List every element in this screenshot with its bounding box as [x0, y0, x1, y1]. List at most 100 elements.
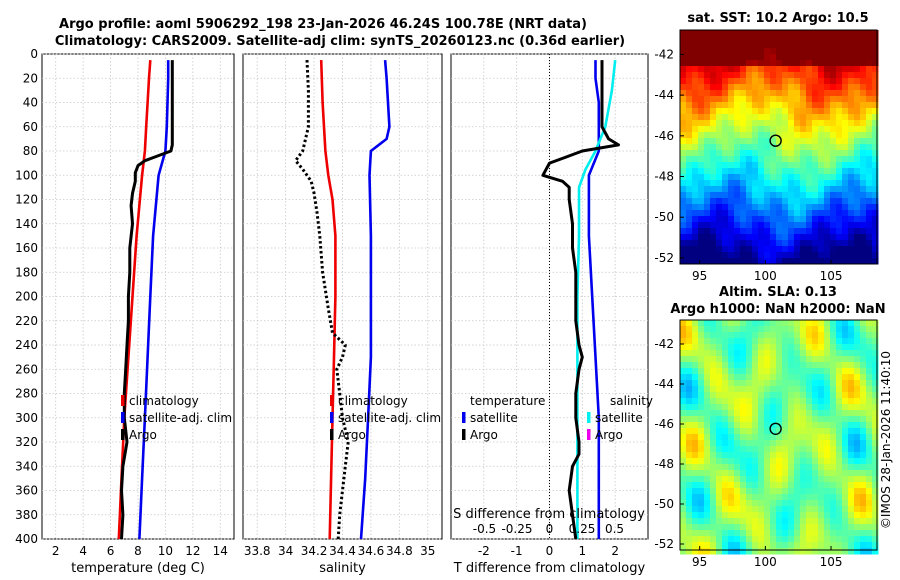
x-tick-label: 4: [79, 544, 87, 558]
series-line-temperature-argo: [541, 60, 620, 540]
legend-argo-label: Argo: [338, 428, 366, 442]
legend-climatology-swatch: [330, 395, 334, 406]
y-tick-label: 400: [15, 532, 38, 546]
temperature-panel: 0 20 40 60 80 100 120 140 160 180 200 220 240 260 280 3…: [15, 47, 235, 576]
legend-satellite-adj-clim-swatch: [330, 412, 334, 423]
y-tick-label: 60: [23, 120, 38, 134]
map-field: [680, 30, 879, 265]
argo-location-marker: [769, 422, 782, 435]
y-tick-label: 40: [23, 96, 38, 110]
legend-climatology-label: climatology: [129, 394, 199, 408]
legend-temperature-title: temperature: [470, 394, 545, 408]
x-tick-label: 34.6: [358, 544, 385, 558]
series-line-temperature-satellite: [587, 60, 601, 539]
secondary-x-tick-label: -0.5: [473, 522, 496, 536]
y-tick-label: 120: [15, 193, 38, 207]
y-tick-label: 80: [23, 144, 38, 158]
legend-temperature-satellite-swatch: [462, 412, 466, 423]
sst-map-title: sat. SST: 10.2 Argo: 10.5: [687, 11, 868, 26]
difference-panel: -2 -1 0 1 2 T difference from climatology temp…: [450, 53, 653, 576]
map-y-tick-label: -44: [654, 88, 674, 102]
x-tick-label: 10: [158, 544, 173, 558]
map-x-tick-label: 95: [692, 555, 707, 569]
legend-satellite-adj-clim-label: satellite-adj. clim: [129, 411, 232, 425]
map-x-tick-label: 105: [820, 555, 843, 569]
y-tick-label: 360: [15, 484, 38, 498]
y-tick-label: 100: [15, 168, 38, 182]
y-tick-label: 300: [15, 411, 38, 425]
salinity-panel: 33.8 34 34.2 34.4 34.6 34.8 35 salinity climatol…: [242, 53, 443, 576]
map-y-tick-label: -52: [654, 251, 674, 265]
map-y-tick-label: -50: [654, 497, 674, 511]
x-tick-label: -1: [511, 544, 523, 558]
x-tick-label: 33.8: [244, 544, 271, 558]
map-y-tick-label: -46: [654, 129, 674, 143]
legend-temperature-satellite-label: satellite: [470, 411, 518, 425]
legend-satellite-adj-clim-swatch: [121, 412, 125, 423]
series-line-satellite-adj-clim: [359, 59, 391, 540]
sla-map-panel: -42 -44 -46 -48 -50 -52 95 100 105 Altim. SLA: 0.…: [654, 285, 885, 569]
y-tick-label: 340: [15, 459, 38, 473]
y-tick-label: 20: [23, 71, 38, 85]
map-y-tick-label: -48: [654, 170, 674, 184]
series-line-satellite-adj-clim: [138, 60, 170, 540]
map-x-tick-label: 105: [820, 269, 843, 283]
map-y-tick-label: -46: [654, 417, 674, 431]
y-tick-label: 160: [15, 241, 38, 255]
map-frame: [679, 319, 878, 551]
secondary-x-tick-label: 0: [546, 522, 554, 536]
x-tick-label: 34.4: [329, 544, 356, 558]
legend-climatology-label: climatology: [338, 394, 408, 408]
x-tick-label: 34: [278, 544, 293, 558]
x-tick-label: 1: [579, 544, 587, 558]
x-tick-label: 12: [185, 544, 200, 558]
x-tick-label: 0: [546, 544, 554, 558]
legend-temperature-argo-swatch: [462, 429, 466, 440]
x-axis-label: T difference from climatology: [453, 561, 646, 576]
y-tick-label: 0: [30, 47, 38, 61]
map-y-tick-label: -52: [654, 537, 674, 551]
sla-map-title-line-2: Argo h1000: NaN h2000: NaN: [670, 302, 885, 317]
sla-map-title-line-1: Altim. SLA: 0.13: [719, 285, 837, 300]
legend-salinity-title: salinity: [610, 394, 653, 408]
argo-location-marker: [769, 134, 782, 147]
map-y-tick-label: -44: [654, 377, 674, 391]
x-tick-label: 34.2: [301, 544, 328, 558]
y-tick-label: 380: [15, 508, 38, 522]
legend-argo-label: Argo: [129, 428, 157, 442]
map-y-tick-label: -50: [654, 210, 674, 224]
credit-text: ©IMOS 28-Jan-2026 11:40:10: [879, 351, 893, 529]
x-axis-label: temperature (deg C): [71, 561, 205, 576]
map-y-tick-label: -42: [654, 337, 674, 351]
legend-salinity-satellite-label: satellite: [595, 411, 643, 425]
legend-salinity-argo-label: Argo: [595, 428, 623, 442]
map-frame: [679, 29, 878, 265]
map-field: [680, 320, 879, 555]
y-tick-label: 220: [15, 314, 38, 328]
secondary-x-axis-label: S difference from climatology: [453, 507, 645, 522]
legend-argo-swatch: [121, 429, 125, 440]
legend-salinity-satellite-swatch: [587, 412, 591, 423]
map-x-tick-label: 95: [692, 269, 707, 283]
x-tick-label: 6: [107, 544, 115, 558]
x-tick-label: 8: [134, 544, 142, 558]
y-tick-label: 320: [15, 435, 38, 449]
map-y-tick-label: -48: [654, 457, 674, 471]
map-y-tick-label: -42: [654, 47, 674, 61]
y-tick-label: 240: [15, 338, 38, 352]
x-tick-label: 35: [420, 544, 435, 558]
x-tick-label: 34.8: [386, 544, 413, 558]
legend-climatology-swatch: [121, 395, 125, 406]
y-tick-label: 140: [15, 217, 38, 231]
x-tick-label: -2: [478, 544, 490, 558]
y-tick-label: 280: [15, 387, 38, 401]
legend-salinity-argo-swatch: [587, 429, 591, 440]
legend-temperature-argo-label: Argo: [470, 428, 498, 442]
x-axis-label: salinity: [319, 561, 366, 576]
secondary-x-tick-label: 0.25: [569, 522, 596, 536]
x-tick-label: 2: [611, 544, 619, 558]
map-x-tick-label: 100: [754, 555, 777, 569]
sst-map-panel: -42 -44 -46 -48 -50 -52 95 100 105 sat. SST: 10.2…: [654, 11, 879, 283]
map-x-tick-label: 100: [754, 269, 777, 283]
